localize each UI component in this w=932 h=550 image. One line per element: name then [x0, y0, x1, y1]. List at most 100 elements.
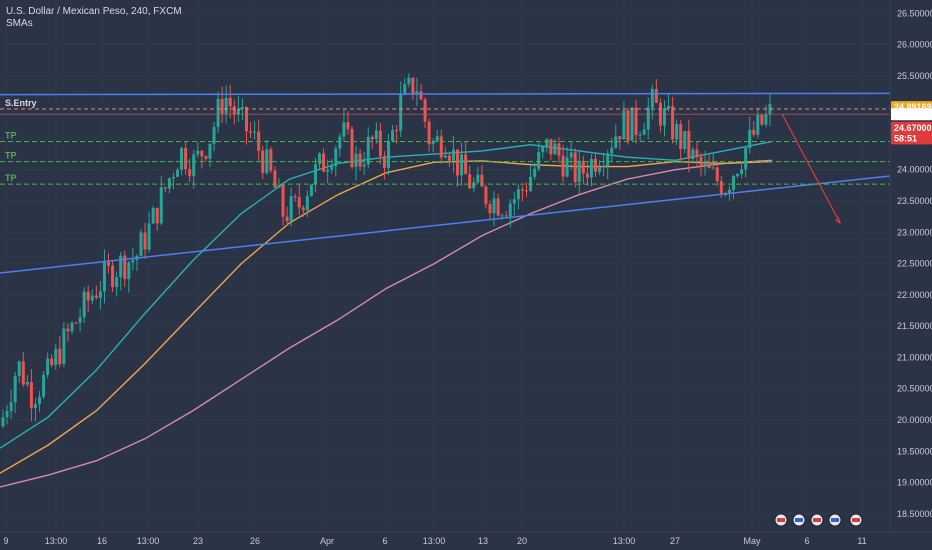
time-axis[interactable]: 9 13:00 16 13:00 23 26 Apr 6 13:00 13 20 13:00 27 May… — [0, 531, 932, 546]
candle-body — [553, 143, 557, 155]
candle-body — [334, 148, 338, 167]
candle-body — [236, 108, 240, 115]
candle-body — [167, 178, 171, 189]
sma-slow-line — [0, 159, 773, 488]
candle-body — [151, 207, 155, 224]
candle-body — [411, 77, 415, 95]
candle-body — [403, 83, 407, 95]
time-tick-label: 13:00 — [613, 536, 636, 546]
candle-body — [309, 184, 313, 196]
candle-body — [492, 198, 496, 214]
indicator-label[interactable]: SMAs — [6, 18, 33, 29]
candle-body — [159, 187, 163, 224]
time-tick-label: 13:00 — [45, 536, 68, 546]
candle-body — [520, 189, 524, 191]
candle-body — [565, 157, 569, 177]
candle-body — [232, 106, 236, 115]
candle-body — [378, 130, 382, 157]
candle-body — [598, 167, 602, 172]
candle-body — [176, 169, 180, 177]
candle-body — [208, 143, 212, 159]
candle-body — [602, 166, 606, 168]
price-axis[interactable]: 26.5000026.0000025.5000025.0000024.50000… — [889, 0, 932, 532]
candle-body — [618, 136, 622, 140]
candle-body — [9, 402, 13, 412]
candle-body — [715, 167, 719, 181]
chart-header: U.S. Dollar / Mexican Peso, 240, FXCM SM… — [6, 6, 182, 30]
candle-body — [451, 149, 455, 161]
candle-body — [484, 186, 488, 205]
candle-body — [549, 139, 553, 155]
candle-body — [90, 295, 94, 301]
candle-body — [155, 207, 159, 224]
candle-body — [760, 114, 764, 125]
candle-body — [516, 189, 520, 200]
candle-body — [744, 148, 748, 170]
candle-body — [273, 170, 277, 188]
candle-body — [752, 129, 756, 135]
candle-body — [143, 232, 147, 250]
candle-body — [111, 265, 115, 288]
candle-body — [606, 153, 610, 167]
projection-arrowhead — [834, 216, 842, 225]
price-badge-text: 58:51 — [894, 133, 917, 143]
candle-body — [1, 417, 5, 427]
candle-body — [350, 128, 354, 168]
candle-body — [82, 291, 86, 318]
candle-body — [512, 199, 516, 204]
upper-resistance-line — [0, 92, 891, 96]
candle-body — [180, 147, 184, 170]
candle-body — [419, 91, 423, 100]
flag-icon-stripe — [831, 518, 839, 522]
candle-body — [346, 122, 350, 129]
candle-body — [427, 121, 431, 145]
candle-body — [362, 164, 366, 167]
candle-body — [123, 255, 127, 279]
flag-icon-stripe — [852, 518, 860, 522]
flag-icon-stripe — [777, 518, 785, 522]
candle-body — [630, 107, 634, 141]
candle-body — [46, 358, 50, 375]
time-tick-label: 6 — [382, 536, 387, 546]
candle-body — [269, 149, 273, 171]
price-badge — [891, 108, 932, 121]
price-tick-label: 23.50000 — [897, 196, 932, 206]
candle-body — [301, 207, 305, 211]
flag-icon-stripe — [813, 518, 821, 522]
candle-body — [188, 169, 192, 177]
candle-body — [374, 130, 378, 140]
time-tick-label: 27 — [670, 536, 680, 546]
candle-body — [642, 129, 646, 135]
candle-body — [147, 223, 151, 250]
candle-body — [650, 88, 654, 108]
candle-body — [261, 150, 265, 173]
price-badge-text: 24.89169 — [894, 102, 932, 112]
candle-body — [277, 184, 281, 188]
candle-body — [66, 328, 70, 332]
candle-body — [525, 190, 529, 192]
tp-label: TP — [5, 173, 17, 183]
candle-body — [253, 131, 257, 133]
candle-body — [29, 381, 33, 409]
candle-body — [541, 147, 545, 153]
candle-body — [683, 130, 687, 149]
candle-body — [387, 141, 391, 168]
candle-body — [740, 169, 744, 174]
candle-body — [545, 139, 549, 148]
candle-body — [703, 162, 707, 166]
time-tick-label: Apr — [320, 536, 334, 546]
candle-body — [216, 98, 220, 128]
candle-body — [358, 153, 362, 167]
candle-body — [196, 150, 200, 155]
candle-body — [719, 180, 723, 195]
candle-body — [21, 361, 25, 385]
candle-body — [224, 97, 228, 114]
candle-body — [13, 376, 17, 403]
candle-body — [557, 143, 561, 156]
candle-body — [228, 97, 232, 107]
candle-body — [679, 124, 683, 149]
candle-body — [354, 153, 358, 168]
candle-body — [395, 130, 399, 132]
